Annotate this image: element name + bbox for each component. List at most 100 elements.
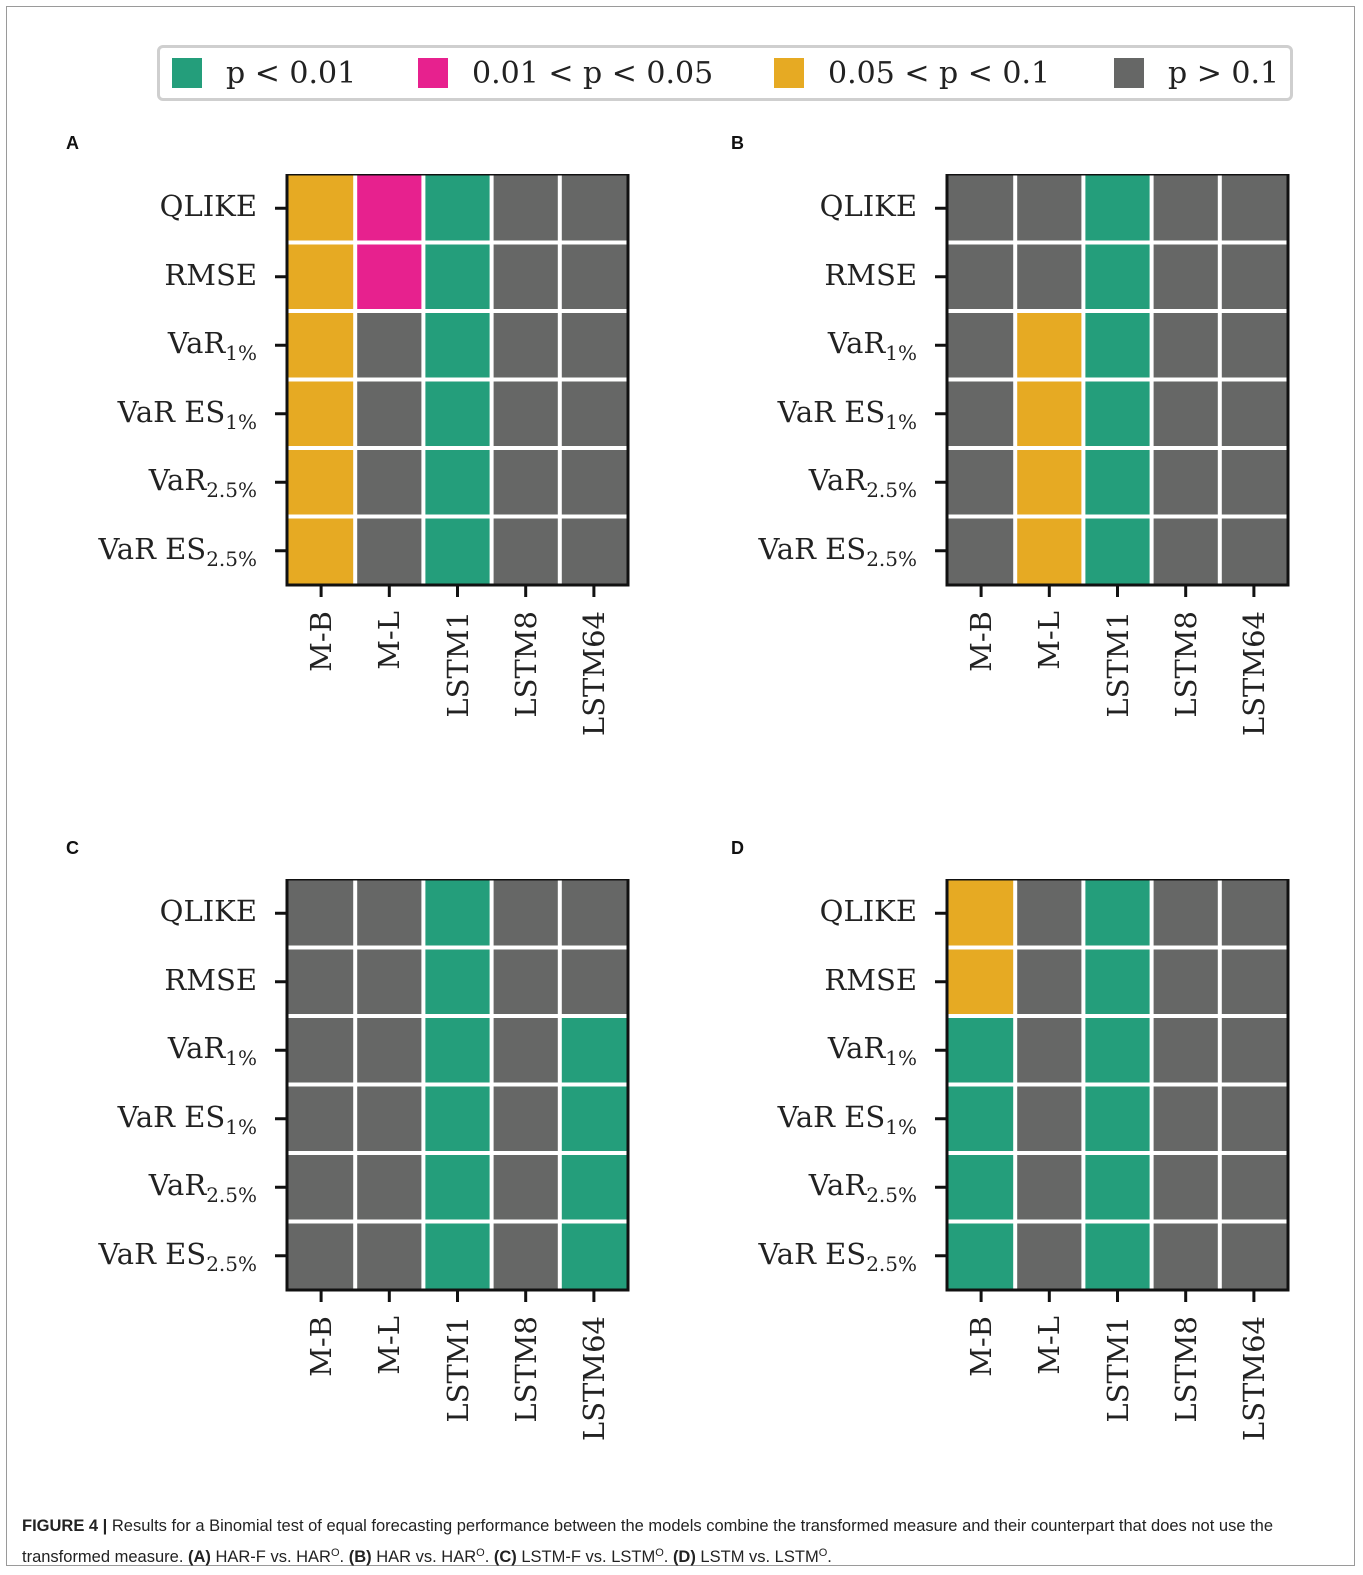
heatmap-cell (288, 381, 354, 447)
y-tick-label: VaR ES1% (777, 1099, 917, 1139)
heatmap-cell (493, 312, 559, 378)
legend-swatch (172, 58, 202, 88)
heatmap-cell (948, 1223, 1014, 1289)
heatmap-plot (935, 174, 1290, 597)
y-tick-label: VaR ES1% (777, 394, 917, 434)
heatmap-cell (1016, 1223, 1082, 1289)
heatmap-cell (1221, 880, 1287, 946)
x-tick-label: LSTM8 (508, 611, 543, 718)
y-tick-label: VaR1% (167, 1031, 257, 1071)
y-tick-label: QLIKE (819, 189, 917, 224)
legend-label: p < 0.01 (226, 55, 357, 91)
heatmap-plot (935, 879, 1290, 1302)
caption-model: HAR vs. HAR (371, 1548, 477, 1566)
heatmap-cell (1016, 1017, 1082, 1083)
heatmap-cell (424, 1154, 491, 1220)
heatmap-cell (1221, 1223, 1287, 1289)
heatmap-cell (1153, 949, 1219, 1015)
panel-letter: C (66, 838, 79, 858)
heatmap-cell (356, 518, 422, 584)
caption-model: LSTM-F vs. LSTM (516, 1548, 656, 1566)
heatmap-cell (1221, 381, 1287, 447)
x-tick-label: LSTM64 (1236, 611, 1271, 737)
panel-letter: B (731, 133, 744, 153)
heatmap-cell (561, 449, 627, 515)
heatmap-cell (1221, 1154, 1287, 1220)
heatmap-cell (356, 949, 422, 1015)
heatmap-cell (1153, 1154, 1219, 1220)
x-tick-label: LSTM8 (1168, 611, 1203, 718)
x-tick-label: LSTM8 (508, 1316, 543, 1423)
heatmap-cell (1153, 381, 1219, 447)
y-tick-label: VaR ES2.5% (98, 1236, 257, 1276)
legend-item: 0.05 < p < 0.1 (774, 55, 1051, 91)
heatmap-cell (424, 1086, 491, 1152)
x-tick-label: M-B (964, 1316, 999, 1377)
panel-letter: A (66, 133, 79, 153)
heatmap-cell (1153, 1086, 1219, 1152)
heatmap-cell (561, 381, 627, 447)
heatmap-cell (1153, 175, 1219, 241)
heatmap-cell (424, 244, 491, 310)
heatmap-cell (288, 949, 354, 1015)
heatmap-cell (356, 449, 422, 515)
heatmap-cell (561, 880, 627, 946)
heatmap-cell (424, 1017, 491, 1083)
heatmap-cell (1221, 1017, 1287, 1083)
y-tick-label: VaR1% (827, 326, 917, 366)
heatmap-cell (493, 518, 559, 584)
x-tick-label: M-L (1032, 1316, 1067, 1375)
heatmap-cell (1016, 244, 1082, 310)
heatmap-cell (1084, 1223, 1151, 1289)
heatmap-cell (1153, 449, 1219, 515)
caption-tail: . (484, 1548, 494, 1566)
heatmap-cell (1084, 518, 1151, 584)
heatmap-cell (1016, 949, 1082, 1015)
caption-sup: O (655, 1547, 664, 1559)
caption-tail: . (663, 1548, 673, 1566)
heatmap-cell (561, 518, 627, 584)
heatmap-cell (493, 1223, 559, 1289)
heatmap-cell (424, 949, 491, 1015)
heatmap-cell (288, 244, 354, 310)
heatmap-cell (1084, 1017, 1151, 1083)
legend: p < 0.01 0.01 < p < 0.05 0.05 < p < 0.1 … (157, 45, 1293, 101)
x-tick-label: LSTM1 (1100, 1316, 1135, 1423)
y-tick-label: VaR ES1% (117, 394, 257, 434)
heatmap-cell (948, 381, 1014, 447)
heatmap-cell (1016, 175, 1082, 241)
heatmap-cell (1016, 518, 1082, 584)
legend-swatch (1114, 58, 1144, 88)
heatmap-cell (288, 518, 354, 584)
heatmap-cell (1084, 1086, 1151, 1152)
legend-swatch (774, 58, 804, 88)
legend-label: 0.05 < p < 0.1 (828, 55, 1051, 91)
heatmap-cell (288, 449, 354, 515)
heatmap-cell (1084, 880, 1151, 946)
panel-letter: D (731, 838, 744, 858)
heatmap-cell (561, 1154, 627, 1220)
heatmap-cell (561, 1223, 627, 1289)
heatmap-cell (1221, 518, 1287, 584)
x-tick-label: M-B (964, 611, 999, 672)
x-tick-label: M-B (304, 1316, 339, 1377)
y-tick-label: VaR ES1% (117, 1099, 257, 1139)
heatmap-cell (356, 1223, 422, 1289)
heatmap-cell (1153, 518, 1219, 584)
heatmap-cell (493, 949, 559, 1015)
y-tick-label: RMSE (164, 257, 257, 292)
y-tick-label: VaR2.5% (148, 1168, 257, 1208)
heatmap-cell (288, 1017, 354, 1083)
heatmap-cell (424, 381, 491, 447)
heatmap-cell (948, 1154, 1014, 1220)
x-tick-label: LSTM64 (1236, 1316, 1271, 1442)
caption-sup: O (476, 1547, 485, 1559)
heatmap-cell (493, 1017, 559, 1083)
caption-panel-ref: (C) (493, 1548, 517, 1566)
x-tick-label: M-B (304, 611, 339, 672)
heatmap-cell (288, 175, 354, 241)
x-tick-label: LSTM64 (576, 1316, 611, 1442)
heatmap-cell (948, 244, 1014, 310)
y-tick-label: VaR1% (827, 1031, 917, 1071)
y-tick-label: VaR2.5% (808, 463, 917, 503)
